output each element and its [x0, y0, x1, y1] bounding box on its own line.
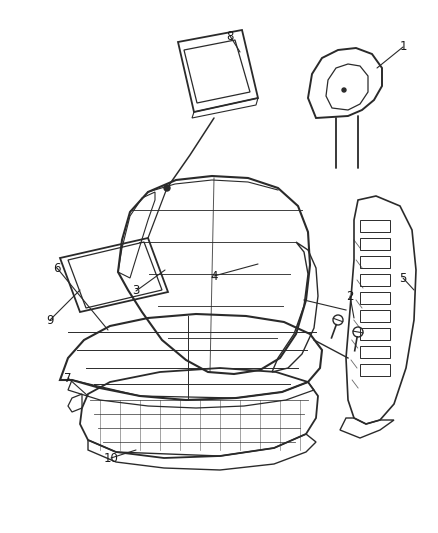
Text: 7: 7 — [64, 372, 72, 384]
Text: 3: 3 — [132, 285, 140, 297]
Text: 4: 4 — [210, 270, 218, 282]
Text: 9: 9 — [46, 313, 54, 327]
Text: 1: 1 — [399, 41, 407, 53]
Circle shape — [342, 88, 346, 92]
Text: 10: 10 — [103, 451, 118, 464]
Text: 6: 6 — [53, 262, 61, 274]
Text: 5: 5 — [399, 271, 407, 285]
Text: 8: 8 — [226, 29, 234, 43]
Text: 2: 2 — [346, 289, 354, 303]
Circle shape — [164, 185, 170, 191]
